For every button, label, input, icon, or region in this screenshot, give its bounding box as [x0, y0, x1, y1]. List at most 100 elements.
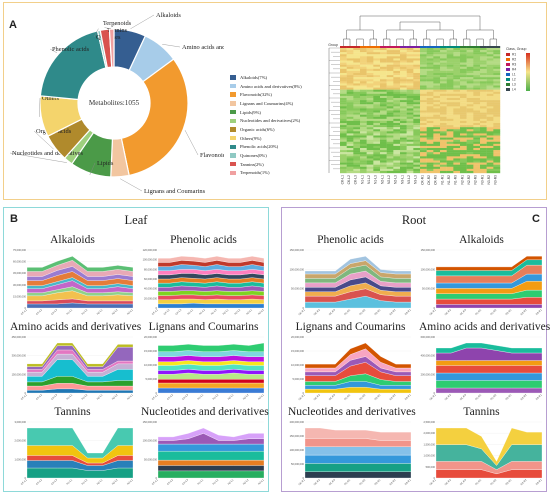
heatmap-cell — [353, 154, 361, 157]
heatmap-cell — [413, 110, 421, 113]
heatmap-cell — [413, 54, 421, 57]
heatmap-cell — [473, 95, 481, 99]
heatmap-cell — [453, 64, 461, 67]
heatmap-legend-swatch — [506, 73, 510, 76]
panel-c-label: C — [532, 213, 540, 225]
heatmap-cell — [413, 158, 421, 161]
heatmap-cell — [433, 108, 441, 111]
heatmap-cell — [446, 108, 454, 111]
heatmap-cell — [340, 106, 347, 109]
x-tick-label: N2-R1 — [373, 307, 382, 316]
heatmap-cell — [453, 77, 461, 80]
heatmap-cell — [360, 158, 367, 161]
heatmap-cell — [460, 54, 467, 57]
heatmap-cell — [406, 56, 414, 59]
heatmap-cell — [373, 95, 381, 99]
heatmap-cell — [446, 77, 454, 80]
heatmap-cell — [480, 141, 487, 145]
heatmap-cell — [453, 152, 461, 155]
heatmap-cell — [346, 98, 354, 101]
heatmap-cell — [346, 164, 354, 167]
heatmap-cell — [380, 68, 387, 72]
heatmap-cell — [460, 141, 467, 145]
heatmap-cell — [473, 156, 481, 159]
heatmap-cell — [400, 114, 407, 117]
heatmap-cell — [393, 120, 401, 124]
heatmap-cell — [353, 54, 361, 57]
group-bar-cell — [473, 46, 481, 48]
heatmap-cell — [473, 70, 481, 74]
heatmap-cell — [486, 123, 494, 126]
heatmap-cell — [466, 135, 474, 138]
heatmap-cell — [366, 131, 374, 134]
area-series-9 — [26, 256, 134, 272]
heatmap-cell — [346, 148, 354, 151]
x-tick-label: N2-R2 — [388, 477, 397, 486]
heatmap-cell — [346, 81, 354, 84]
heatmap-cell — [353, 87, 361, 90]
heatmap-cell — [426, 152, 434, 155]
area-series-3 — [157, 451, 265, 461]
dendrogram-branch — [383, 38, 391, 46]
heatmap-legend-label: R2 — [512, 58, 516, 62]
heatmap-cell — [413, 64, 421, 67]
heatmap-cell — [373, 91, 381, 95]
heatmap-cell — [360, 95, 367, 99]
heatmap-cell — [413, 148, 421, 151]
heatmap-cell — [406, 50, 414, 53]
heatmap-cell — [366, 85, 374, 88]
heatmap-cell — [386, 91, 394, 95]
heatmap-cell — [480, 160, 487, 163]
donut-label-8: Phenolic acids — [52, 46, 90, 53]
heatmap-cell — [440, 98, 447, 101]
dendrogram-branch — [343, 38, 351, 46]
heatmap-cell — [353, 116, 361, 120]
heatmap-cell — [440, 79, 447, 82]
x-tick-label: N2-L2 — [242, 477, 250, 485]
heatmap-cell — [453, 66, 461, 70]
heatmap-cell — [493, 118, 501, 122]
heatmap-cell — [433, 106, 441, 109]
heatmap-cell — [486, 108, 494, 111]
heatmap-cell — [380, 87, 387, 90]
heatmap-cell — [360, 139, 367, 142]
heatmap-cell — [493, 156, 501, 159]
heatmap-cell — [453, 166, 461, 170]
heatmap-cell — [366, 160, 374, 163]
heatmap-cell — [420, 70, 427, 74]
heatmap-cell — [440, 168, 447, 172]
heatmap-cell — [473, 110, 481, 113]
heatmap-cell — [353, 60, 361, 63]
heatmap-cell — [380, 70, 387, 74]
heatmap-cell — [440, 156, 447, 159]
heatmap-cell — [346, 85, 354, 88]
area-chart-b3: 20,000,00015,000,00010,000,0005,000,0000… — [144, 335, 265, 401]
heatmap-cell — [440, 52, 447, 55]
heatmap-cell — [373, 170, 381, 174]
area-series-0 — [435, 387, 543, 394]
heatmap-cell — [453, 129, 461, 132]
heatmap-cell — [353, 158, 361, 161]
legend-swatch — [230, 161, 236, 167]
heatmap-cell — [366, 75, 374, 78]
heatmap-cell — [393, 156, 401, 159]
heatmap-cell — [420, 60, 427, 63]
heatmap-cell — [413, 170, 421, 174]
heatmap-cell — [360, 114, 367, 117]
heatmap-cell — [340, 110, 347, 113]
heatmap-cell — [446, 66, 454, 70]
heatmap-cell — [380, 93, 387, 97]
heatmap-cell — [413, 114, 421, 117]
heatmap-cell — [373, 156, 381, 159]
heatmap-cell — [406, 150, 414, 153]
heatmap-cell — [406, 110, 414, 113]
heatmap-cell — [433, 158, 441, 161]
heatmap-cell — [353, 120, 361, 124]
heatmap-cell — [340, 150, 347, 153]
heatmap-cell — [466, 77, 474, 80]
heatmap-cell — [373, 158, 381, 161]
heatmap-cell — [360, 70, 367, 74]
heatmap-cell — [473, 129, 481, 132]
heatmap-cell — [373, 64, 381, 67]
group-bar-cell — [453, 46, 461, 48]
